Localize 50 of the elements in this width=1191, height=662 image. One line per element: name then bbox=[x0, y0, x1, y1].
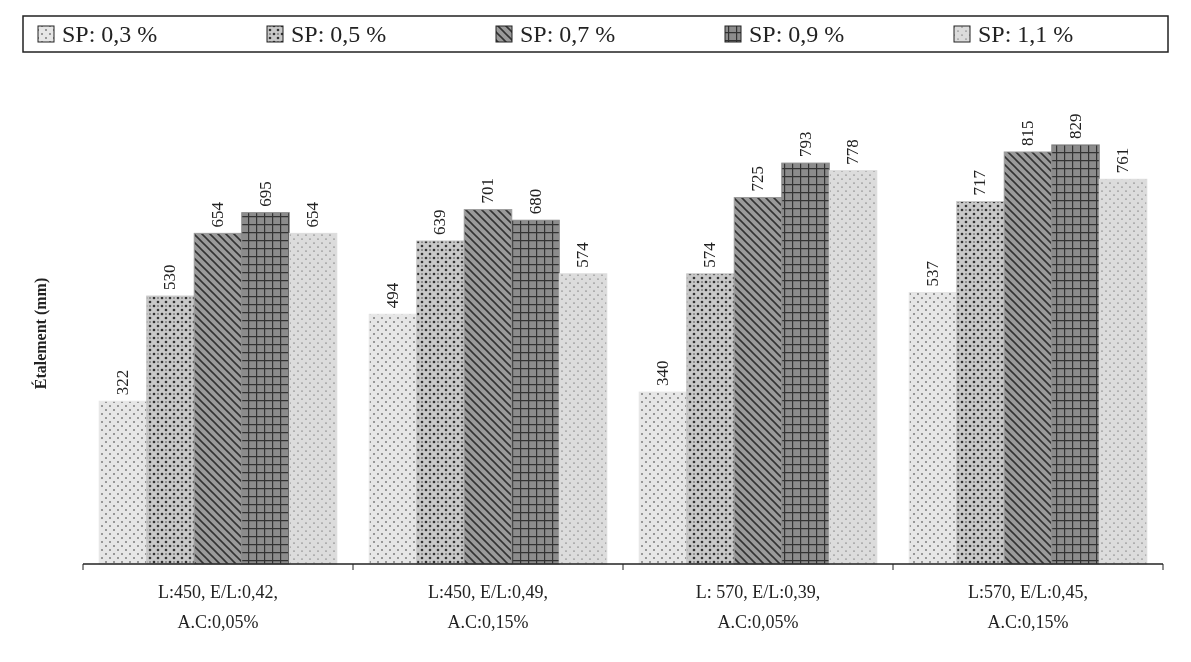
legend-label: SP: 0,3 % bbox=[62, 21, 158, 47]
data-label: 537 bbox=[922, 260, 942, 287]
bar bbox=[733, 196, 783, 565]
data-label: 680 bbox=[525, 188, 545, 215]
x-tick-label: L: 570, E/L:0,39, A.C:0,05% bbox=[695, 582, 821, 632]
bar bbox=[416, 240, 465, 565]
bar bbox=[146, 295, 195, 565]
data-label: 574 bbox=[700, 241, 720, 268]
bar bbox=[1098, 178, 1148, 565]
legend-label: SP: 0,5 % bbox=[291, 21, 387, 47]
data-label: 530 bbox=[160, 264, 180, 291]
x-tick-label: L:570, E/L:0,45, A.C:0,15% bbox=[968, 582, 1088, 632]
data-label: 574 bbox=[573, 241, 593, 268]
bar bbox=[828, 170, 878, 565]
bar bbox=[558, 273, 608, 565]
legend-label: SP: 1,1 % bbox=[978, 21, 1074, 47]
x-tick-label: L:450, E/L:0,49, A.C:0,15% bbox=[428, 582, 548, 632]
data-label: 701 bbox=[478, 178, 497, 204]
bar bbox=[511, 219, 560, 565]
bar bbox=[193, 232, 243, 565]
bar bbox=[686, 273, 735, 565]
bar bbox=[288, 232, 338, 565]
bar bbox=[1051, 144, 1100, 565]
bar bbox=[241, 212, 290, 565]
data-label: 695 bbox=[255, 181, 275, 207]
y-axis-title: Étalement (mm) bbox=[31, 277, 50, 390]
bar bbox=[638, 391, 688, 565]
data-label: 340 bbox=[652, 360, 672, 387]
bar bbox=[1003, 151, 1053, 565]
bar bbox=[98, 400, 148, 565]
legend-label: SP: 0,7 % bbox=[520, 21, 616, 47]
legend-label: SP: 0,9 % bbox=[749, 21, 845, 47]
data-label: 494 bbox=[382, 282, 402, 309]
bar bbox=[956, 201, 1005, 565]
data-label: 717 bbox=[970, 169, 990, 196]
x-tick-label: L:450, E/L:0,42, A.C:0,05% bbox=[158, 582, 278, 632]
bar bbox=[463, 209, 513, 565]
bar bbox=[368, 313, 418, 565]
bar bbox=[908, 292, 958, 565]
data-label: 654 bbox=[303, 201, 323, 228]
data-label: 322 bbox=[112, 369, 132, 396]
data-label: 725 bbox=[748, 165, 767, 192]
data-label: 761 bbox=[1113, 147, 1133, 174]
bar bbox=[781, 162, 830, 565]
data-label: 778 bbox=[843, 139, 863, 165]
data-label: 829 bbox=[1065, 113, 1085, 139]
data-label: 654 bbox=[208, 201, 227, 228]
data-label: 793 bbox=[795, 131, 815, 158]
data-label: 639 bbox=[430, 209, 450, 235]
data-label: 815 bbox=[1018, 120, 1037, 146]
